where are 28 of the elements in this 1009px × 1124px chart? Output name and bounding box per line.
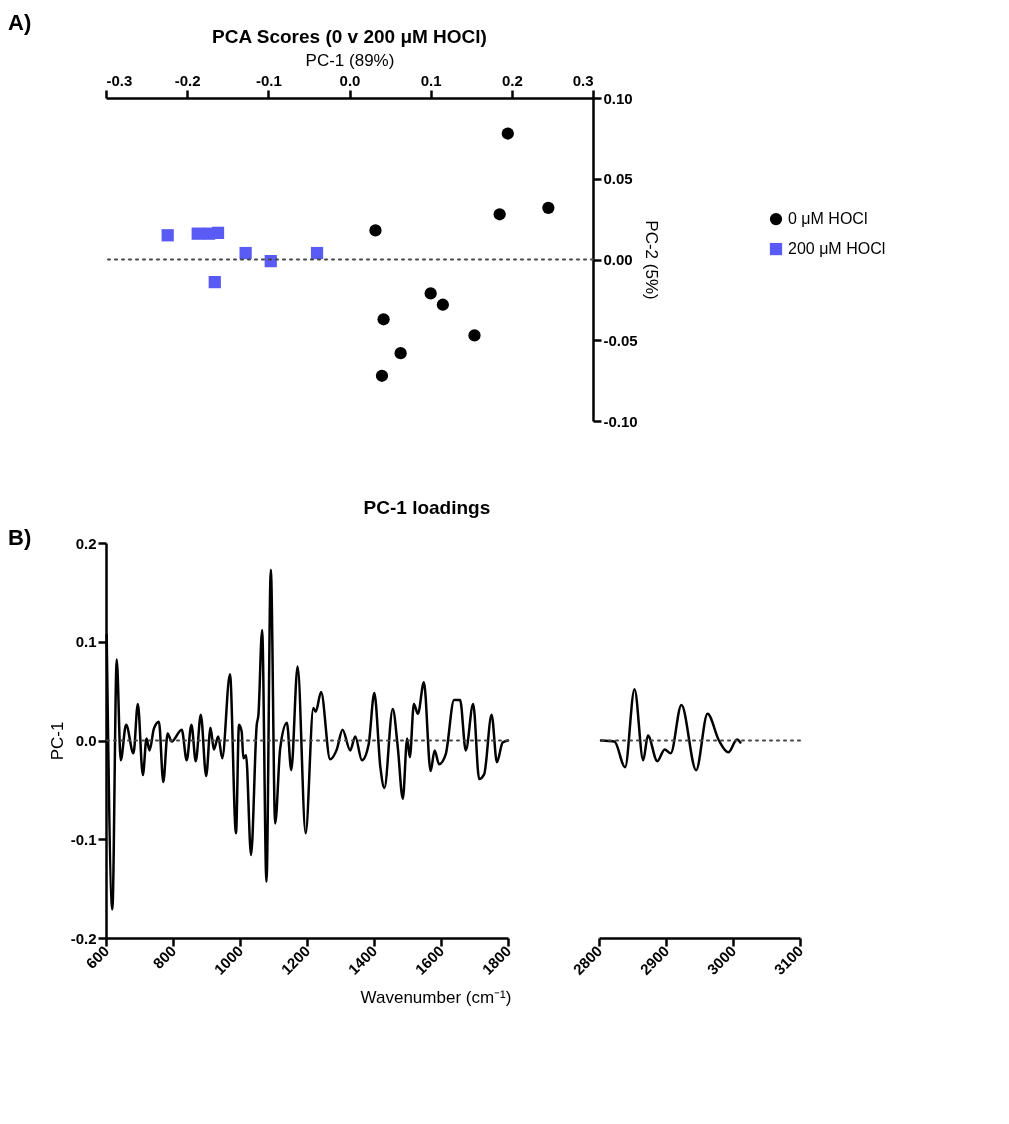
x-tick-label: 0.0 <box>339 71 361 89</box>
y-tick-label: -0.10 <box>603 412 638 430</box>
text: B) <box>8 525 32 551</box>
x-tick-label: 0.3 <box>572 71 594 89</box>
chart-title: PCA Scores (0 v 200 μM HOCl) <box>212 26 487 47</box>
y-axis-title: PC-2 (5%) <box>641 220 661 300</box>
x-tick-label: -0.2 <box>174 71 201 89</box>
y-tick-label: 0.0 <box>75 732 97 749</box>
x-tick-label: -0.3 <box>106 71 133 89</box>
y-tick-label: 0.1 <box>75 633 97 651</box>
legend-label: 0 μM HOCl <box>788 210 868 228</box>
x-axis-title: PC-1 (89%) <box>305 50 395 70</box>
x-axis-title: Wavenumber (cm⁻¹) <box>360 987 512 1007</box>
x-tick-label: -0.1 <box>255 71 282 89</box>
chart-title: PC-1 loadings <box>363 497 491 518</box>
y-tick-label: 0.00 <box>603 251 633 268</box>
y-tick-label: 0.2 <box>75 534 97 552</box>
x-tick-label: 0.2 <box>501 71 523 89</box>
text: A) <box>8 10 32 36</box>
y-tick-label: 0.10 <box>603 89 633 107</box>
y-tick-label: -0.1 <box>70 830 97 848</box>
y-tick-label: -0.2 <box>70 929 97 947</box>
y-axis-title: PC-1 <box>47 721 67 761</box>
y-tick-label: -0.05 <box>603 331 638 349</box>
legend-label: 200 μM HOCl <box>788 240 886 258</box>
x-tick-label: 800 <box>149 942 180 972</box>
y-tick-label: 0.05 <box>603 170 633 188</box>
x-tick-label: 0.1 <box>420 71 442 89</box>
